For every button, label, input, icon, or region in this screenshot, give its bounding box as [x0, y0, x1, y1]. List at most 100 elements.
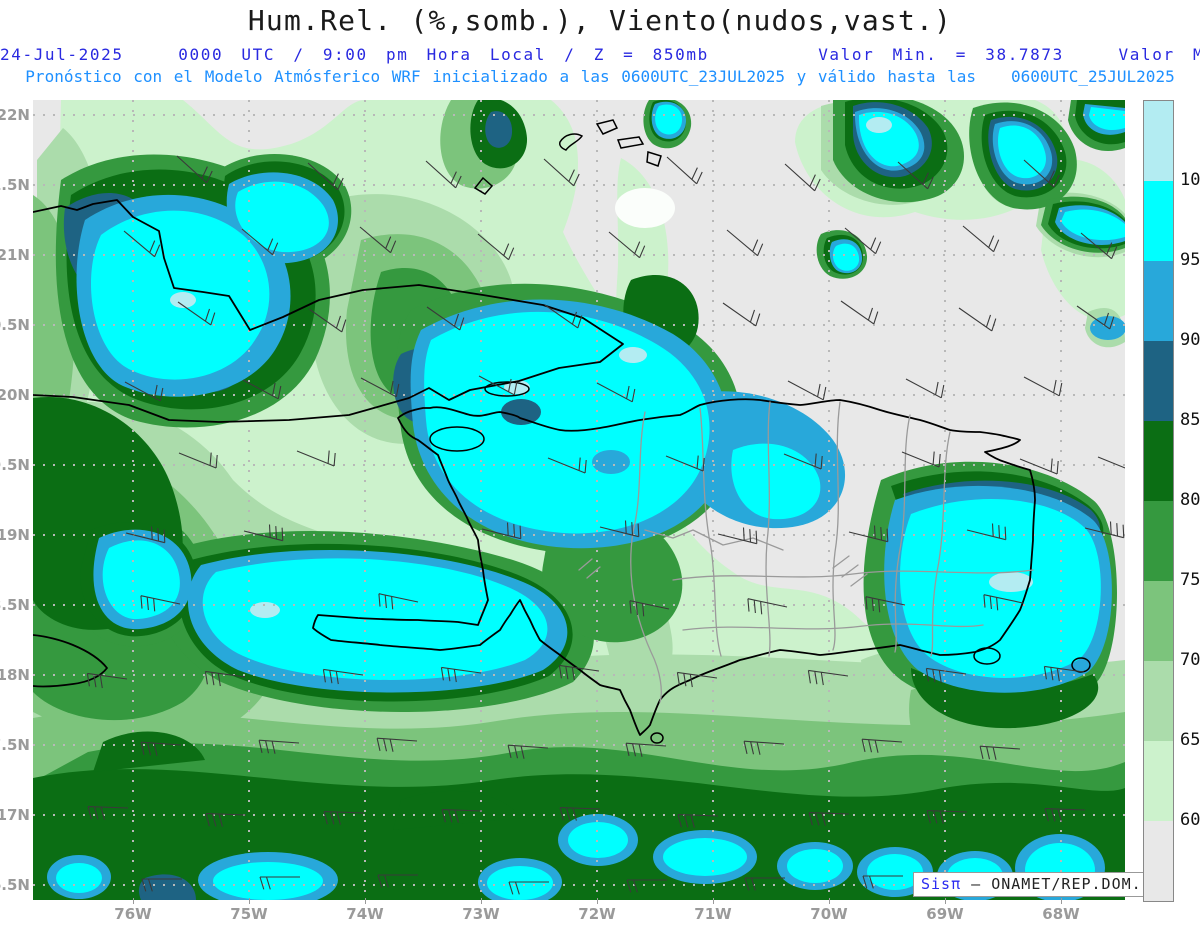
- province-border: [832, 401, 841, 651]
- wind-barb: [1084, 521, 1125, 539]
- x-axis-tick: [249, 898, 250, 904]
- wind-barb: [599, 520, 640, 538]
- wind-barb: [377, 874, 418, 888]
- wind-barb: [441, 809, 483, 823]
- wind-barb: [242, 379, 282, 400]
- wind-barb: [958, 307, 997, 332]
- x-axis-tick: [481, 898, 482, 904]
- wind-barb: [861, 738, 903, 753]
- y-axis-label: 22N: [0, 106, 30, 124]
- wind-barb: [559, 807, 601, 821]
- wind-barb: [86, 672, 128, 689]
- wind-barb: [1097, 456, 1125, 469]
- contour-region: [235, 181, 329, 253]
- contour-region: [731, 443, 821, 520]
- wind-barb: [440, 666, 482, 683]
- wind-barb: [966, 523, 1007, 541]
- wind-barb: [844, 227, 882, 255]
- province-border: [630, 411, 662, 703]
- colorbar-label: 100: [1180, 170, 1200, 190]
- wind-barb: [376, 737, 418, 752]
- coastline: [33, 634, 108, 688]
- contour-region: [787, 849, 843, 883]
- wind-barb: [666, 156, 703, 185]
- coastline: [473, 176, 494, 195]
- contour-region: [250, 602, 280, 618]
- coastline: [650, 732, 664, 744]
- colorbar-label: 95: [1180, 250, 1200, 270]
- contour-region: [1061, 209, 1125, 241]
- y-axis-label: 18N: [0, 666, 30, 684]
- wind-barb: [848, 525, 889, 543]
- wind-barb: [901, 451, 941, 468]
- wind-barb: [478, 375, 518, 396]
- contour-region: [867, 854, 923, 890]
- wind-barb: [140, 595, 181, 612]
- contour-region: [663, 838, 747, 876]
- wind-barb: [205, 813, 247, 827]
- wind-barb: [141, 878, 182, 892]
- colorbar-segment: [1144, 421, 1173, 501]
- contour-region: [501, 399, 541, 425]
- contour-region: [615, 188, 675, 228]
- y-axis-label: 17N: [0, 806, 30, 824]
- y-axis-label: 0.5N: [0, 316, 30, 334]
- y-axis-label: 7.5N: [0, 736, 30, 754]
- wind-barb: [308, 308, 347, 333]
- contour-region: [1089, 107, 1125, 131]
- x-axis-label: 69W: [926, 905, 964, 923]
- wind-barb: [840, 300, 879, 325]
- colorbar-segment: [1144, 341, 1173, 421]
- wind-barb: [547, 457, 587, 474]
- rh-fill-field: [33, 100, 1125, 900]
- colorbar-segment: [1144, 661, 1173, 741]
- wind-barb: [905, 378, 945, 399]
- wind-barb: [477, 233, 515, 261]
- colorbar-label: 90: [1180, 330, 1200, 350]
- wind-barb: [296, 450, 336, 467]
- contour-region: [989, 572, 1033, 592]
- contour-region: [866, 117, 892, 133]
- colorbar-label: 80: [1180, 490, 1200, 510]
- x-axis-label: 68W: [1042, 905, 1080, 923]
- wind-barb: [507, 744, 549, 759]
- province-border: [672, 569, 1034, 581]
- x-axis-label: 71W: [694, 905, 732, 923]
- wind-barb: [865, 596, 906, 613]
- contour-region: [170, 292, 196, 308]
- contour-region: [485, 111, 513, 148]
- x-axis-tick: [597, 898, 598, 904]
- x-axis-tick: [945, 898, 946, 904]
- wind-barb: [307, 162, 344, 191]
- x-axis-label: 73W: [462, 905, 500, 923]
- coastline: [429, 426, 485, 452]
- y-axis-label: 6.5N: [0, 876, 30, 894]
- wind-barb: [979, 745, 1021, 760]
- x-axis-label: 70W: [810, 905, 848, 923]
- colorbar-label: 75: [1180, 570, 1200, 590]
- province-border: [578, 555, 868, 587]
- y-axis-label: 1.5N: [0, 176, 30, 194]
- province-border: [894, 414, 911, 653]
- contour-region: [424, 311, 710, 534]
- wind-barb: [717, 527, 758, 545]
- wind-barb: [124, 381, 164, 402]
- wind-barb: [962, 225, 1000, 253]
- wind-barb: [784, 163, 821, 192]
- contour-region: [998, 125, 1046, 179]
- x-axis-tick: [713, 898, 714, 904]
- coastline: [973, 647, 1001, 665]
- coastline: [559, 133, 584, 151]
- colorbar-segment: [1144, 101, 1173, 181]
- contour-region: [592, 450, 630, 474]
- coastline: [33, 199, 624, 423]
- province-border: [644, 529, 784, 551]
- wind-barb: [204, 670, 246, 687]
- wind-barb: [378, 593, 419, 610]
- coastlines: [33, 119, 1091, 744]
- wind-barb: [608, 231, 646, 259]
- x-axis-label: 74W: [346, 905, 384, 923]
- province-border: [682, 623, 984, 631]
- coastline: [312, 398, 1036, 736]
